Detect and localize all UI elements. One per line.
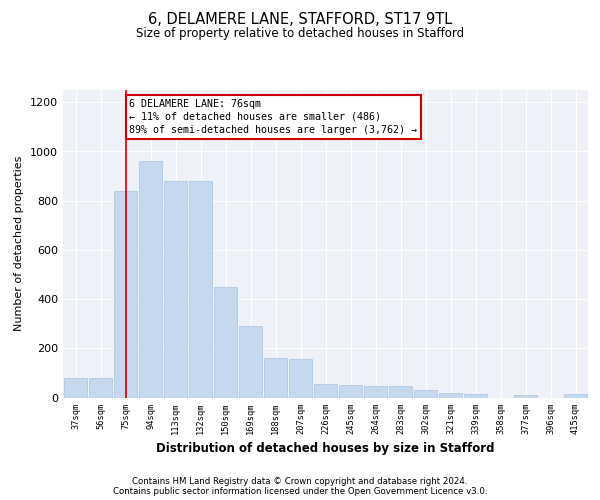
Bar xyxy=(264,358,287,398)
Bar xyxy=(139,162,162,398)
Text: Size of property relative to detached houses in Stafford: Size of property relative to detached ho… xyxy=(136,28,464,40)
Bar xyxy=(514,395,537,398)
Bar xyxy=(339,385,362,398)
Bar xyxy=(314,384,337,398)
Bar xyxy=(414,390,437,398)
Y-axis label: Number of detached properties: Number of detached properties xyxy=(14,156,25,332)
Bar xyxy=(114,191,137,398)
Bar xyxy=(214,287,237,398)
Bar xyxy=(389,386,412,398)
Text: 6 DELAMERE LANE: 76sqm
← 11% of detached houses are smaller (486)
89% of semi-de: 6 DELAMERE LANE: 76sqm ← 11% of detached… xyxy=(129,98,417,135)
Bar xyxy=(64,378,87,398)
Text: Contains public sector information licensed under the Open Government Licence v3: Contains public sector information licen… xyxy=(113,487,487,496)
Bar xyxy=(189,181,212,398)
X-axis label: Distribution of detached houses by size in Stafford: Distribution of detached houses by size … xyxy=(156,442,495,455)
Bar xyxy=(464,394,487,398)
Bar xyxy=(564,394,587,398)
Bar xyxy=(164,181,187,398)
Text: Contains HM Land Registry data © Crown copyright and database right 2024.: Contains HM Land Registry data © Crown c… xyxy=(132,477,468,486)
Bar xyxy=(439,392,462,398)
Bar xyxy=(89,378,112,398)
Bar xyxy=(289,360,312,398)
Bar xyxy=(239,326,262,398)
Text: 6, DELAMERE LANE, STAFFORD, ST17 9TL: 6, DELAMERE LANE, STAFFORD, ST17 9TL xyxy=(148,12,452,28)
Bar xyxy=(364,386,387,398)
